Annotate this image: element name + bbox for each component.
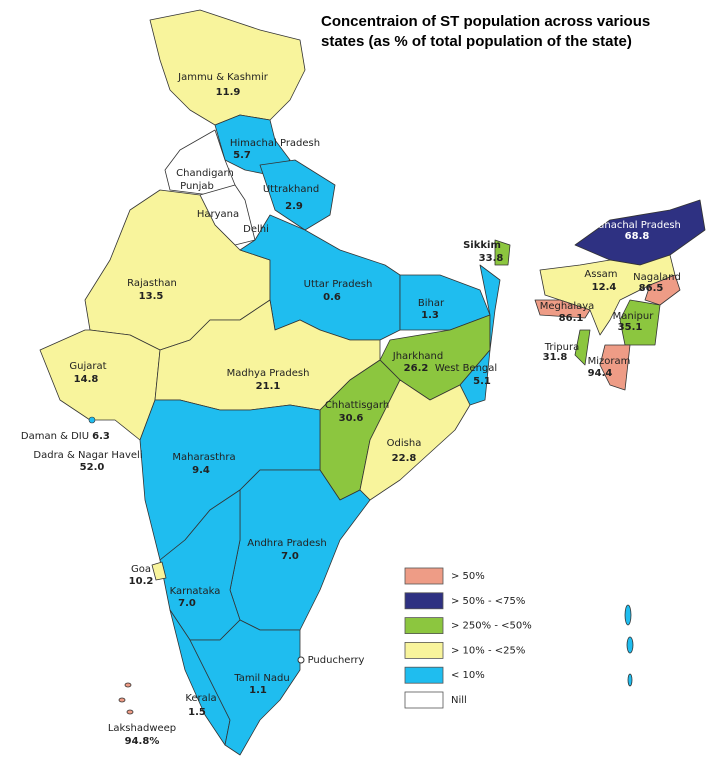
state-name: Himachal Pradesh — [230, 138, 320, 149]
state-name: Madhya Pradesh — [227, 368, 310, 379]
legend-label: > 50% — [451, 571, 485, 582]
state-name: Maharasthra — [172, 452, 235, 463]
state-value: 7.0 — [281, 551, 299, 562]
state-name: Lakshadweep — [108, 723, 176, 734]
state-value: 0.6 — [323, 292, 341, 303]
state-name: Dadra & Nagar Haveli — [33, 450, 142, 461]
state-value: 1.3 — [421, 310, 439, 321]
state-name: Arunachal Pradesh — [587, 220, 681, 231]
legend-label: < 10% — [451, 670, 485, 681]
legend-swatch — [404, 592, 444, 610]
state-value: 6.3 — [92, 431, 110, 442]
state-name: Delhi — [243, 224, 269, 235]
state-value: 10.2 — [129, 576, 154, 587]
state-name: Bihar — [418, 298, 445, 309]
state-name: West Bengal — [435, 363, 497, 374]
state-value: 9.4 — [192, 465, 210, 476]
state-name: Karnataka — [170, 586, 221, 597]
state-name: Sikkim — [463, 240, 501, 251]
state-name: Manipur — [613, 311, 655, 322]
title-line: states (as % of total population of the … — [321, 33, 632, 50]
state-name: Nagaland — [633, 272, 681, 283]
state-name: Tripura — [544, 342, 579, 353]
legend-swatch — [404, 567, 444, 585]
legend-swatch — [404, 691, 444, 709]
state-name: Kerala — [185, 693, 216, 704]
title-line: Concentraion of ST population across var… — [321, 13, 650, 30]
state-value: 14.8 — [74, 374, 99, 385]
state-value: 94.4 — [588, 368, 613, 379]
state-value: 35.1 — [618, 322, 643, 333]
legend: > 50% > 50% - <75% > 250% - <50% > 10% - <2… — [404, 567, 532, 709]
state-value: 52.0 — [80, 462, 105, 473]
legend-label: Nill — [451, 695, 467, 706]
state-value: 2.9 — [285, 201, 303, 212]
state-name: Punjab — [180, 181, 214, 192]
state-name: Uttrakhand — [263, 184, 319, 195]
state-name: Jharkhand — [392, 351, 443, 362]
legend-swatch — [404, 617, 444, 634]
state-value: 12.4 — [592, 282, 617, 293]
state-name: Gujarat — [69, 361, 106, 372]
state-value: 5.7 — [233, 150, 251, 161]
state-name: Chandigarh — [176, 168, 234, 179]
state-value: 7.0 — [178, 598, 196, 609]
state-value: 5.1 — [473, 376, 491, 387]
state-value: 33.8 — [479, 253, 504, 264]
legend-swatch — [404, 642, 444, 659]
state-name: Haryana — [197, 209, 239, 220]
state-value: 11.9 — [216, 87, 241, 98]
state-value: 1.5 — [188, 707, 206, 718]
state-name: Goa — [131, 564, 151, 575]
state-shapes — [39, 9, 706, 756]
legend-swatch — [404, 666, 444, 684]
state-value: 31.8 — [543, 352, 568, 363]
state-name: Jammu & Kashmir — [177, 72, 269, 83]
state-value: 21.1 — [256, 381, 281, 392]
state-name: Chhattisgarh — [325, 400, 389, 411]
legend-label: > 10% - <25% — [451, 645, 525, 656]
state-name: Tamil Nadu — [233, 673, 289, 684]
state-value: 13.5 — [139, 291, 164, 302]
state-value: 1.1 — [249, 685, 267, 696]
state-value: 22.8 — [392, 453, 417, 464]
state-name: Uttar Pradesh — [304, 279, 373, 290]
state-value: 86.5 — [639, 283, 664, 294]
state-value: 68.8 — [625, 231, 650, 242]
state-value: 94.8% — [125, 736, 160, 747]
state-name: Odisha — [387, 438, 422, 449]
state-name: Mizoram — [588, 356, 631, 367]
state-name: Puducherry — [308, 655, 365, 666]
state-value: 30.6 — [339, 413, 364, 424]
legend-label: > 250% - <50% — [451, 621, 532, 632]
state-name: Daman & DIU — [21, 431, 89, 442]
state-name: Andhra Pradesh — [247, 538, 326, 549]
state-name: Assam — [584, 269, 617, 280]
state-value: 86.1 — [559, 313, 584, 324]
state-name: Rajasthan — [127, 278, 177, 289]
state-name: Meghalaya — [540, 301, 595, 312]
state-value: 26.2 — [404, 363, 429, 374]
legend-label: > 50% - <75% — [451, 596, 525, 607]
